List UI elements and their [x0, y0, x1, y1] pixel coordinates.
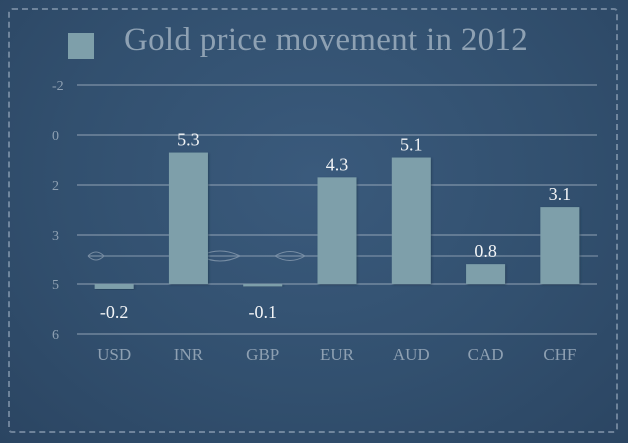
x-tick-label: USD: [97, 345, 131, 364]
bar-usd: [94, 284, 134, 289]
x-tick-label: AUD: [393, 345, 430, 364]
data-label: -0.2: [100, 302, 129, 322]
data-label: 4.3: [326, 154, 349, 174]
y-tick-label: -2: [52, 79, 64, 94]
bar-cad: [466, 264, 506, 284]
stitched-border: [8, 8, 618, 433]
y-tick-label: 5: [52, 278, 59, 293]
y-tick-label: 0: [52, 129, 59, 144]
x-tick-label: CAD: [468, 345, 504, 364]
data-label: 5.3: [177, 130, 200, 150]
x-tick-label: INR: [174, 345, 204, 364]
data-label: 5.1: [400, 135, 423, 155]
bar-eur: [317, 177, 357, 284]
y-tick-label: 3: [52, 229, 59, 244]
bar-gbp: [243, 284, 283, 287]
x-tick-label: GBP: [246, 345, 279, 364]
x-tick-label: EUR: [320, 345, 355, 364]
bar-aud: [391, 157, 431, 284]
x-tick-label: CHF: [543, 345, 576, 364]
data-label: 0.8: [474, 241, 497, 261]
chart-title: Gold price movement in 2012: [124, 22, 529, 58]
bar-chf: [540, 207, 580, 284]
bar-inr: [168, 152, 208, 284]
legend-marker: [68, 33, 94, 59]
data-label: -0.1: [248, 302, 277, 322]
y-tick-label: 2: [52, 179, 59, 194]
data-label: 3.1: [549, 184, 572, 204]
y-tick-label: 6: [52, 328, 59, 343]
